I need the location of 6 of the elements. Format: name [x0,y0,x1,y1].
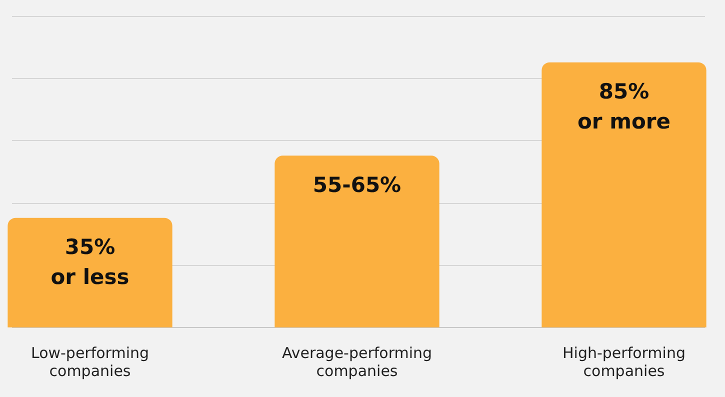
data-label: 35% or less [50,235,130,290]
data-label: 85% or more [577,80,671,134]
data-label: 55-65% [312,172,402,197]
x-tick-label: Low-performing companies [30,344,150,380]
x-tick-label: Average-performing companies [282,344,432,380]
x-tick-label: High-performing companies [562,344,686,380]
